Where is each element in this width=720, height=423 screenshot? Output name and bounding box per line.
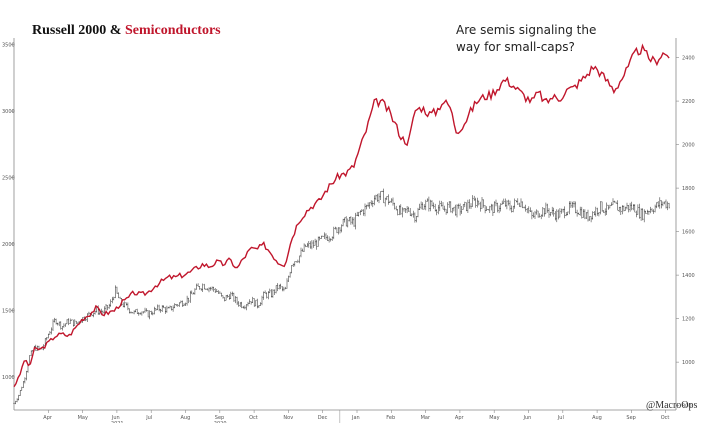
x-tick-label: Jun — [111, 415, 120, 421]
left-axis: 1000 1500 2000 2500 3000 3500 — [2, 43, 15, 381]
right-tick-label: 2000 — [682, 143, 695, 149]
right-tick-label: 1800 — [682, 186, 695, 192]
x-tick-label: Jun — [523, 415, 532, 421]
russell-ohlc-bars — [13, 188, 670, 405]
x-tick-label: Mar — [421, 415, 431, 421]
plot-frame — [13, 38, 677, 411]
x-tick-label: Dec — [318, 415, 328, 421]
x-tick-label: Apr — [455, 415, 465, 421]
right-axis: 800 1000 1200 1400 1600 1800 2000 2200 2400 — [676, 56, 695, 410]
series-semiconductors — [13, 43, 670, 388]
left-tick-label: 2000 — [2, 242, 15, 248]
right-tick-label: 1000 — [682, 360, 695, 366]
x-tick-label: Sep — [215, 415, 224, 421]
right-tick-label: 1400 — [682, 273, 695, 279]
right-tick-label: 2200 — [682, 99, 695, 105]
chart-title: Russell 2000 & Semiconductors — [32, 23, 221, 38]
annotation-line-2: way for small-caps? — [456, 40, 575, 54]
x-tick-label: May — [489, 415, 499, 421]
chart-title-accent: Semiconductors — [125, 23, 221, 38]
x-tick-label: Aug — [181, 415, 191, 421]
right-tick-label: 800 — [682, 404, 692, 410]
chart-title-main: Russell 2000 & — [32, 23, 125, 38]
x-tick-label: Feb — [386, 415, 395, 421]
annotation-line-1: Are semis signaling the — [456, 23, 596, 37]
series-russell-2000 — [13, 188, 670, 405]
left-tick-label: 2500 — [2, 176, 15, 182]
x-tick-label: Aug — [592, 415, 602, 421]
right-tick-label: 1200 — [682, 317, 695, 323]
x-tick-label: Jul — [145, 415, 152, 421]
x-tick-label: Nov — [283, 415, 293, 421]
x-axis: Apr May Jun Jul Aug Sep Oct Nov Dec Jan Feb Mar Apr M… — [43, 410, 669, 423]
left-tick-label: 3000 — [2, 109, 15, 115]
x-tick-label: Jan — [351, 415, 360, 421]
left-tick-label: 1500 — [2, 308, 15, 314]
right-tick-label: 1600 — [682, 230, 695, 236]
x-tick-label: Oct — [249, 415, 258, 421]
left-tick-label: 1000 — [2, 375, 15, 381]
x-tick-label: May — [78, 415, 88, 421]
x-tick-label: Apr — [43, 415, 53, 421]
x-tick-label: Oct — [661, 415, 670, 421]
x-year-label: 2020 — [214, 421, 227, 423]
x-tick-label: Jul — [557, 415, 564, 421]
x-tick-label: Sep — [626, 415, 635, 421]
credit-label: @MacroOps — [646, 400, 698, 411]
right-tick-label: 2400 — [682, 56, 695, 62]
x-year-label: 2021 — [111, 421, 124, 423]
left-tick-label: 3500 — [2, 43, 15, 49]
